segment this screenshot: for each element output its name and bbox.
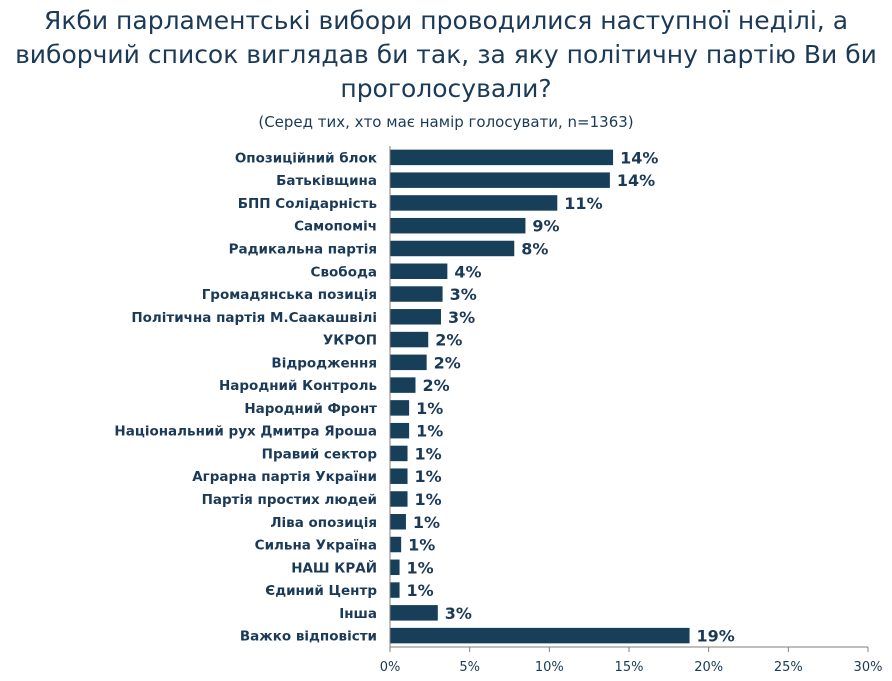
category-label: Єдиний Центр	[265, 583, 377, 599]
value-label: 1%	[413, 513, 440, 532]
bar	[390, 354, 427, 371]
x-tick-label: 5%	[459, 660, 480, 675]
bar	[390, 514, 406, 530]
bar	[390, 309, 441, 325]
value-label: 1%	[416, 422, 443, 441]
x-tick-label: 20%	[694, 660, 723, 675]
category-label: Відродження	[271, 355, 377, 371]
category-label: Партія простих людей	[202, 492, 377, 508]
value-label: 3%	[450, 285, 477, 304]
value-label: 1%	[415, 467, 442, 486]
bar	[390, 605, 438, 621]
category-label: УКРОП	[323, 333, 377, 349]
x-ticks-layer: 0% 5% 10% 15% 20% 25% 30%	[380, 647, 883, 675]
value-label: 4%	[454, 262, 481, 281]
value-label: 1%	[408, 536, 435, 555]
value-label: 2%	[422, 376, 449, 395]
bar	[390, 195, 558, 211]
bar	[390, 217, 526, 234]
category-label: Сильна Україна	[255, 538, 377, 554]
category-label: Опозиційний блок	[235, 150, 377, 166]
value-label: 14%	[617, 171, 655, 190]
value-label: 3%	[448, 308, 475, 327]
value-label: 9%	[532, 217, 559, 236]
bar	[390, 286, 443, 302]
bar	[390, 263, 448, 279]
value-label: 1%	[415, 490, 442, 509]
value-label: 3%	[445, 604, 472, 623]
bars-layer: Опозиційний блок 14% Батьківщина 14% БПП Сол…	[114, 148, 734, 645]
bar	[390, 536, 402, 553]
value-label: 8%	[521, 239, 548, 258]
bar	[390, 491, 408, 507]
category-label: Аграрна партія України	[192, 469, 377, 485]
bar	[390, 627, 690, 644]
bar	[390, 559, 400, 576]
bar	[390, 422, 410, 439]
bar	[390, 172, 610, 188]
value-label: 1%	[407, 581, 434, 600]
category-label: Інша	[339, 606, 377, 622]
value-label: 2%	[435, 331, 462, 350]
category-label: Важко відповісти	[240, 629, 377, 645]
category-label: БПП Солідарність	[238, 196, 377, 212]
category-label: Національний рух Дмитра Яроша	[114, 424, 377, 440]
bar	[390, 377, 416, 393]
value-label: 1%	[415, 444, 442, 463]
x-tick-label: 0%	[380, 660, 401, 675]
bar	[390, 445, 408, 462]
category-label: Радикальна партія	[229, 241, 377, 257]
x-tick-label: 30%	[854, 660, 883, 675]
category-label: Батьківщина	[276, 173, 377, 189]
value-label: 1%	[407, 558, 434, 577]
bar	[390, 582, 400, 598]
category-label: НАШ КРАЙ	[291, 559, 377, 576]
bar	[390, 240, 515, 257]
value-label: 11%	[564, 194, 602, 213]
x-tick-label: 25%	[774, 660, 803, 675]
value-label: 1%	[416, 399, 443, 418]
bar	[390, 468, 408, 484]
bar	[390, 331, 429, 348]
value-label: 14%	[620, 148, 658, 167]
category-label: Свобода	[311, 264, 377, 280]
category-label: Самопоміч	[294, 219, 377, 235]
category-label: Політична партія М.Саакашвілі	[131, 310, 377, 326]
chart-title: Якби парламентські вибори проводилися на…	[15, 6, 877, 103]
category-label: Народний Фронт	[244, 401, 377, 417]
value-label: 19%	[697, 627, 735, 646]
bar	[390, 149, 614, 166]
category-label: Ліва опозиція	[270, 515, 377, 531]
category-label: Народний Контроль	[219, 378, 377, 394]
category-label: Громадянська позиція	[202, 287, 377, 303]
chart-subtitle: (Серед тих, хто має намір голосувати, n=…	[258, 113, 634, 131]
x-tick-label: 15%	[615, 660, 644, 675]
x-tick-label: 10%	[535, 660, 564, 675]
value-label: 2%	[434, 353, 461, 372]
bar	[390, 400, 410, 416]
category-label: Правий сектор	[262, 446, 378, 462]
